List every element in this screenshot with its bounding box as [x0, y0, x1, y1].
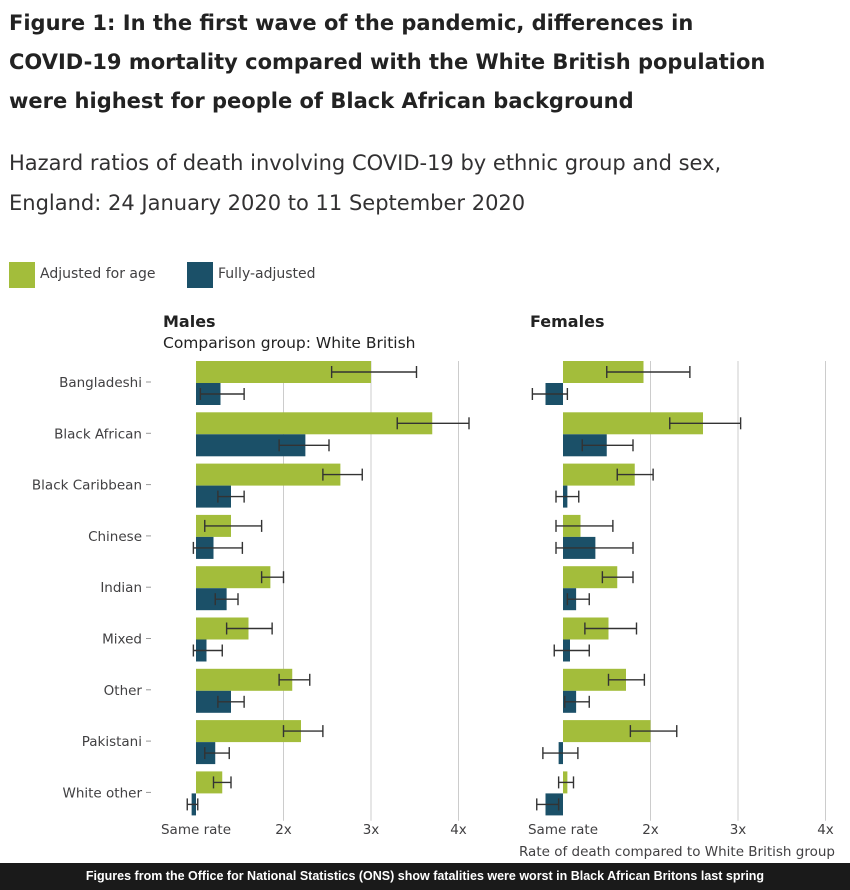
bar-males-bangladeshi-adjusted-for-age: [196, 361, 371, 383]
x-tick-label-females-3x: 3x: [730, 822, 747, 838]
category-label-mixed: Mixed: [102, 632, 142, 648]
bar-males-mixed-adjusted-for-age: [196, 617, 249, 640]
bar-males-other-fully-adjusted: [196, 690, 231, 713]
legend-swatch-adjusted-for-age: [9, 262, 35, 288]
bar-males-black-caribbean-adjusted-for-age: [196, 463, 341, 486]
category-label-black-african: Black African: [54, 426, 142, 442]
category-label-chinese: Chinese: [88, 529, 142, 545]
bar-males-black-african-adjusted-for-age: [196, 412, 433, 435]
figure-title: Figure 1: In the first wave of the pande…: [9, 11, 766, 113]
category-label-white-other: White other: [62, 785, 142, 801]
bar-females-bangladeshi-adjusted-for-age: [563, 361, 644, 383]
category-label-pakistani: Pakistani: [82, 734, 142, 750]
bar-females-pakistani-adjusted-for-age: [563, 720, 651, 743]
bar-males-other-adjusted-for-age: [196, 668, 293, 691]
bar-males-pakistani-adjusted-for-age: [196, 720, 301, 743]
figure-subtitle: Hazard ratios of death involving COVID-1…: [9, 151, 722, 215]
legend-swatch-fully-adjusted: [187, 262, 213, 288]
x-tick-label-females-4x: 4x: [817, 822, 834, 838]
category-label-other: Other: [104, 683, 143, 699]
x-tick-label-males-3x: 3x: [363, 822, 380, 838]
panel-title-females: Females: [530, 312, 604, 331]
legend-label-adjusted-for-age: Adjusted for age: [40, 266, 156, 282]
x-tick-label-females-same-rate: Same rate: [528, 822, 598, 838]
x-axis-label: Rate of death compared to White British …: [519, 844, 835, 860]
bar-males-black-african-fully-adjusted: [196, 434, 306, 457]
panel-subtitle-males: Comparison group: White British: [163, 334, 416, 352]
hazard-ratio-chart: Males Comparison group: White British Same…: [32, 312, 835, 860]
bar-females-other-adjusted-for-age: [563, 668, 626, 691]
x-tick-label-males-same-rate: Same rate: [161, 822, 231, 838]
bar-males-black-caribbean-fully-adjusted: [196, 485, 231, 508]
x-tick-label-males-4x: 4x: [450, 822, 467, 838]
legend-label-fully-adjusted: Fully-adjusted: [218, 266, 316, 282]
panel-title-males: Males: [163, 312, 216, 331]
bar-males-indian-adjusted-for-age: [196, 566, 271, 589]
bar-females-indian-adjusted-for-age: [563, 566, 618, 589]
x-tick-label-males-2x: 2x: [275, 822, 292, 838]
category-label-black-caribbean: Black Caribbean: [32, 478, 142, 494]
x-tick-label-females-2x: 2x: [642, 822, 659, 838]
category-label-indian: Indian: [100, 580, 142, 596]
bar-males-white-other-adjusted-for-age: [196, 771, 223, 794]
bar-females-black-african-adjusted-for-age: [563, 412, 703, 435]
category-label-bangladeshi: Bangladeshi: [59, 375, 142, 391]
image-caption: Figures from the Office for National Sta…: [0, 863, 850, 890]
bar-males-indian-fully-adjusted: [196, 588, 227, 611]
